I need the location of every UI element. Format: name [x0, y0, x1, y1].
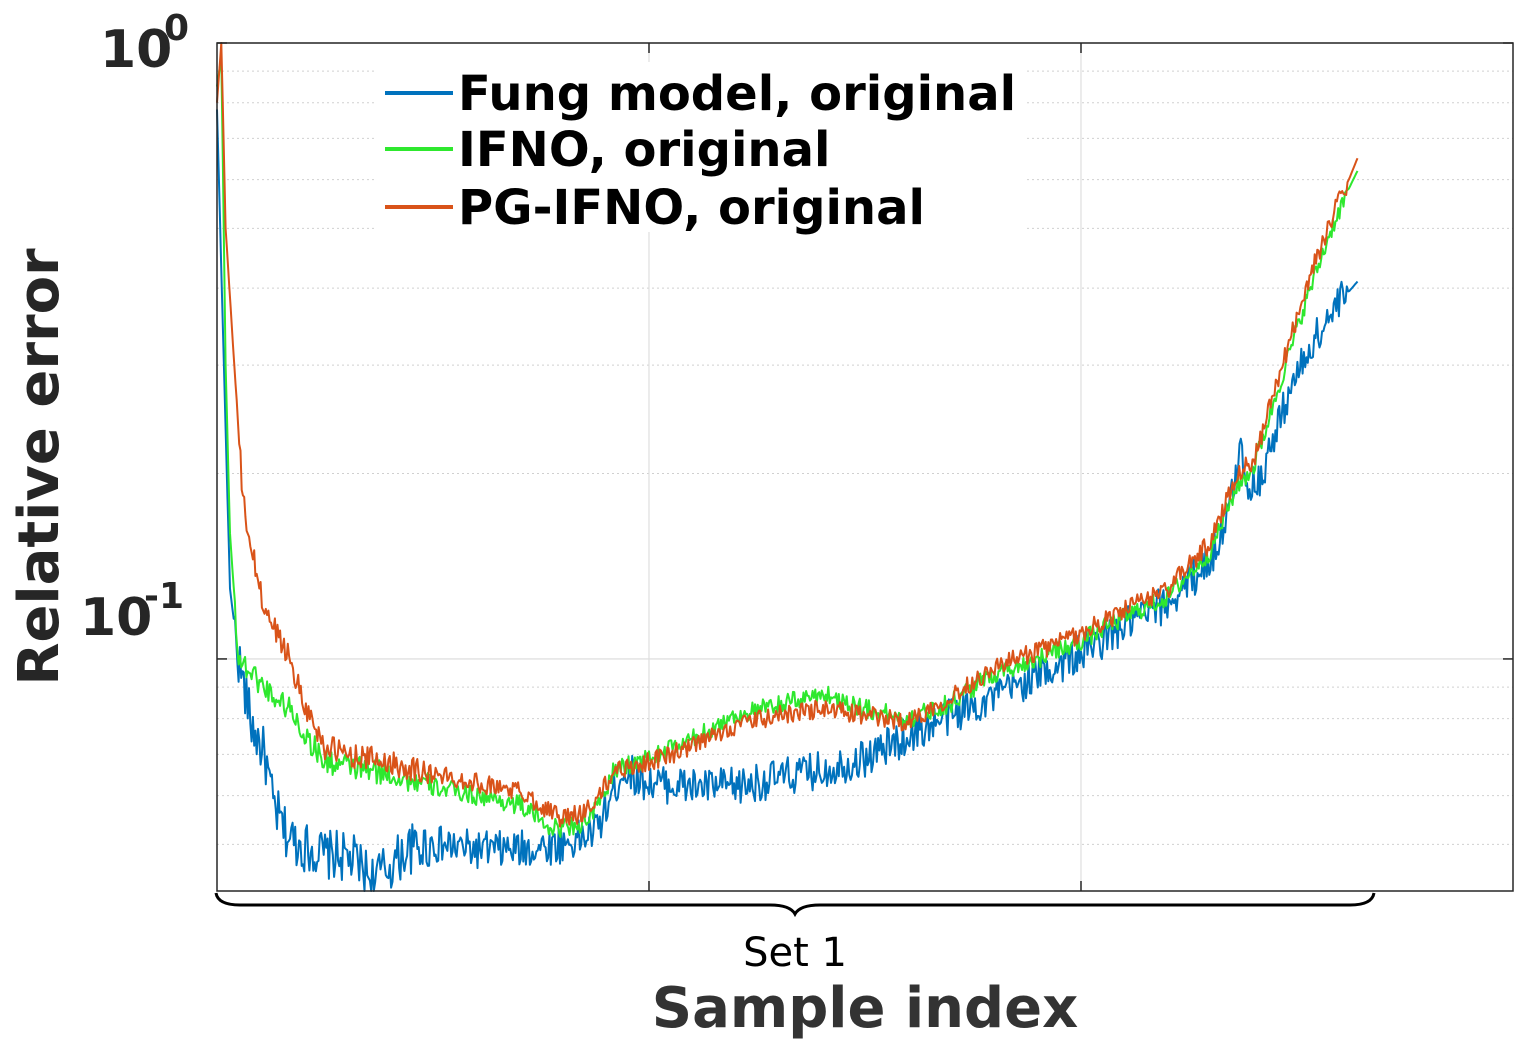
legend-label-fung: Fung model, original	[458, 66, 1016, 122]
legend-box	[375, 62, 1025, 232]
y-tick-base: 10	[80, 588, 152, 648]
plot-frame	[216, 42, 1514, 892]
legend: Fung model, original IFNO, original PG-I…	[375, 62, 1025, 236]
series-layer	[216, 42, 1359, 892]
series-line-2	[216, 42, 1359, 828]
set-label: Set 1	[743, 930, 847, 976]
y-tick-exponent: -1	[144, 576, 184, 617]
y-tick-exponent: 0	[164, 8, 189, 49]
y-tick-label-10-0: 10 0	[100, 8, 189, 80]
axis-ticks	[217, 42, 1513, 891]
series-line-0	[216, 109, 1359, 892]
y-tick-label-10-minus-1: 10 -1	[80, 576, 184, 648]
legend-label-ifno: IFNO, original	[458, 122, 830, 178]
y-axis-label: Relative error	[7, 248, 72, 686]
y-tick-base: 10	[100, 20, 172, 80]
x-axis-label: Sample index	[652, 976, 1078, 1041]
legend-label-pg-ifno: PG-IFNO, original	[458, 180, 925, 236]
set-brace	[214, 892, 1376, 918]
